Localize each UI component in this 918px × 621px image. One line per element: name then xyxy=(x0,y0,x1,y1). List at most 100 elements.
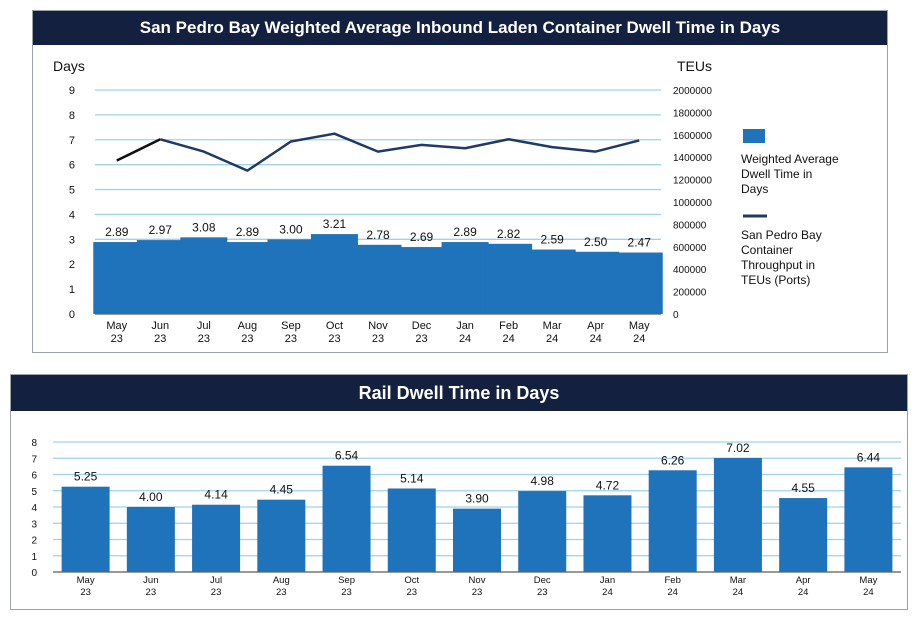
x-tick-label: Dec xyxy=(534,575,551,586)
x-tick-label: 23 xyxy=(285,333,297,345)
x-tick-label: May xyxy=(859,575,877,586)
x-tick-label: 23 xyxy=(341,587,352,598)
y2-tick-label: 600000 xyxy=(673,243,707,254)
x-tick-label: 24 xyxy=(733,587,744,598)
y-tick-label: 7 xyxy=(69,135,75,147)
x-tick-label: Oct xyxy=(404,575,419,586)
y-tick-label: 5 xyxy=(69,185,75,197)
y2-tick-label: 1600000 xyxy=(673,131,712,142)
y-tick-label: 2 xyxy=(31,536,37,547)
x-tick-label: Nov xyxy=(368,320,388,332)
bar-value-label: 4.55 xyxy=(791,481,815,495)
bar-value-label: 5.25 xyxy=(74,470,98,484)
x-tick-label: Apr xyxy=(796,575,811,586)
x-tick-label: Sep xyxy=(281,320,301,332)
bar-value-label: 4.98 xyxy=(531,474,555,488)
bar xyxy=(528,249,576,314)
y-tick-label: 7 xyxy=(31,454,37,465)
bar-value-label: 2.78 xyxy=(366,228,390,242)
x-tick-label: 23 xyxy=(211,587,222,598)
x-tick-label: 23 xyxy=(198,333,210,345)
y-tick-label: 6 xyxy=(69,160,75,172)
y-tick-label: 9 xyxy=(69,85,75,97)
bar-value-label: 3.21 xyxy=(323,217,347,231)
y2-tick-label: 2000000 xyxy=(673,86,712,97)
x-tick-label: Mar xyxy=(543,320,562,332)
bar-value-label: 2.97 xyxy=(149,223,173,237)
x-tick-label: Aug xyxy=(273,575,290,586)
x-tick-label: 24 xyxy=(502,333,514,345)
x-tick-label: Jul xyxy=(210,575,222,586)
x-tick-label: 23 xyxy=(537,587,548,598)
bar-value-label: 2.69 xyxy=(410,230,434,244)
rail-dwell-panel: Rail Dwell Time in Days 0 1 2 3 4 5 6 7 8 5.25 4.0… xyxy=(10,374,908,610)
bar xyxy=(572,251,620,314)
x-tick-label: May xyxy=(106,320,127,332)
bar-value-label: 2.89 xyxy=(453,225,477,239)
x-tick-label: 23 xyxy=(154,333,166,345)
chart-title-dwell: San Pedro Bay Weighted Average Inbound L… xyxy=(33,11,887,45)
x-tick-label: 24 xyxy=(459,333,471,345)
x-tick-label: Jun xyxy=(143,575,158,586)
legend-label-line: San Pedro Bay Container Throughput in TEUs … xyxy=(741,228,822,287)
bar xyxy=(223,242,271,314)
x-tick-label: 23 xyxy=(241,333,253,345)
x-tick-label: 23 xyxy=(406,587,417,598)
bar xyxy=(310,234,358,314)
y-tick-label: 4 xyxy=(69,209,75,221)
x-tick-label: Feb xyxy=(499,320,518,332)
bar-value-label: 6.26 xyxy=(661,453,685,467)
y-tick-label: 3 xyxy=(31,519,37,530)
bar-value-label: 6.44 xyxy=(857,450,881,464)
bar-value-label: 2.82 xyxy=(497,227,521,241)
x-tick-label: 24 xyxy=(590,333,602,345)
y2-tick-label: 200000 xyxy=(673,288,707,299)
x-tick-label: 23 xyxy=(328,333,340,345)
x-tick-label: Feb xyxy=(665,575,681,586)
x-tick-label: May xyxy=(77,575,95,586)
y2-axis-title: TEUs xyxy=(677,58,712,74)
bar xyxy=(61,486,110,572)
bar xyxy=(779,498,828,572)
x-tick-label: 23 xyxy=(80,587,91,598)
x-tick-label: 23 xyxy=(372,333,384,345)
x-tick-label: Jan xyxy=(600,575,615,586)
bar-value-label: 2.59 xyxy=(540,233,564,247)
x-tick-label: 24 xyxy=(546,333,558,345)
bar xyxy=(648,470,697,572)
bar xyxy=(136,240,184,314)
y-axis-title: Days xyxy=(53,58,85,74)
bar xyxy=(354,244,402,314)
bar-value-label: 5.14 xyxy=(400,471,424,485)
bar xyxy=(93,242,141,314)
x-tick-label: 23 xyxy=(111,333,123,345)
bar-value-label: 3.00 xyxy=(279,222,303,236)
x-tick-label: 23 xyxy=(472,587,483,598)
x-tick-label: Apr xyxy=(587,320,604,332)
bar-value-label: 3.08 xyxy=(192,220,216,234)
bar xyxy=(257,499,306,572)
y-tick-label: 1 xyxy=(31,552,37,563)
x-tick-label: 24 xyxy=(633,333,645,345)
y-tick-label: 8 xyxy=(69,110,75,122)
bar-value-label: 7.02 xyxy=(726,441,750,455)
bar xyxy=(518,491,567,572)
x-tick-label: Oct xyxy=(326,320,343,332)
bar-value-label: 6.54 xyxy=(335,449,359,463)
bar xyxy=(180,237,228,314)
dwell-time-panel: San Pedro Bay Weighted Average Inbound L… xyxy=(32,10,888,353)
y2-tick-label: 1000000 xyxy=(673,198,712,209)
throughput-line-segment xyxy=(116,138,161,162)
bar xyxy=(267,239,315,314)
bar-value-label: 2.50 xyxy=(584,235,608,249)
x-tick-label: 23 xyxy=(415,333,427,345)
x-tick-label: Nov xyxy=(469,575,486,586)
bar-value-label: 2.47 xyxy=(628,236,652,250)
y2-tick-label: 800000 xyxy=(673,220,707,231)
y2-tick-label: 1400000 xyxy=(673,153,712,164)
bar xyxy=(583,495,632,572)
x-tick-label: Jan xyxy=(456,320,474,332)
y-tick-label: 5 xyxy=(31,487,37,498)
bar-value-label: 4.72 xyxy=(596,478,620,492)
